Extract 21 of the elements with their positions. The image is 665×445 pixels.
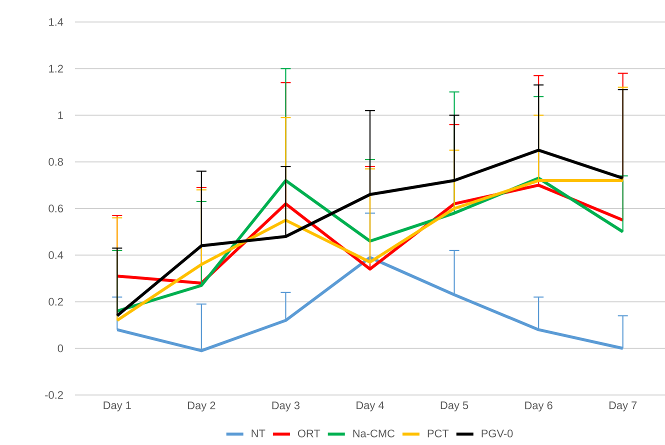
- legend-label: PCT: [428, 430, 449, 438]
- y-tick-label: 0.6: [48, 204, 63, 212]
- y-tick-label: 0: [58, 344, 64, 352]
- x-tick-label: Day 1: [104, 402, 131, 412]
- y-tick-label: -0.2: [45, 391, 63, 399]
- x-tick-label: Day 3: [272, 402, 300, 412]
- x-tick-label: Day 2: [188, 402, 216, 412]
- x-tick-label: Day 6: [525, 402, 552, 412]
- y-tick-label: 0.4: [48, 251, 64, 260]
- y-tick-label: 1: [58, 111, 63, 120]
- y-tick-label: 1.4: [49, 18, 64, 26]
- x-tick-label: Day 7: [609, 402, 637, 412]
- y-tick-label: 0.8: [48, 158, 63, 166]
- x-tick-label: Day 4: [356, 402, 384, 412]
- x-tick-label: Day 5: [440, 402, 468, 412]
- legend-label: ORT: [298, 430, 320, 438]
- y-tick-label: 1.2: [49, 64, 63, 72]
- legend-label: Na-CMC: [353, 430, 395, 438]
- y-tick-label: 0.2: [48, 298, 63, 306]
- legend-label: NT: [252, 430, 266, 438]
- legend-label: PGV-0: [482, 430, 513, 438]
